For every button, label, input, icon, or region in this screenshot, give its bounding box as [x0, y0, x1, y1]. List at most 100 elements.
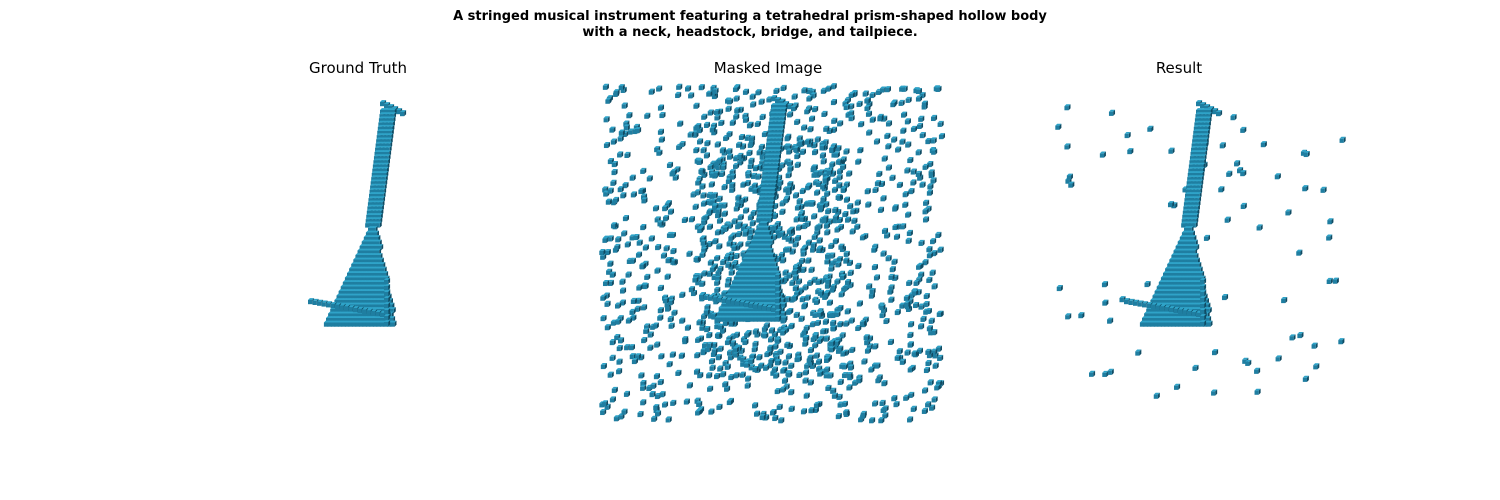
voxel-cube [787, 307, 794, 315]
voxel-cube [726, 240, 733, 247]
voxel-cube [646, 175, 653, 182]
voxel-cube [667, 208, 675, 215]
voxel-cube [724, 339, 732, 346]
voxel-cube [839, 332, 846, 339]
voxel-cube [785, 172, 792, 179]
voxel-cube [775, 315, 782, 322]
voxel-cube [856, 100, 863, 107]
voxel-cube [717, 365, 724, 372]
voxel-cube [896, 181, 903, 188]
voxel-cube [616, 345, 623, 352]
voxel-cube [871, 246, 878, 253]
voxel-cube [727, 153, 734, 160]
voxel-cube [611, 386, 618, 393]
voxel-cube [721, 184, 728, 191]
voxel-cube [756, 354, 763, 361]
voxel-cube [663, 245, 670, 252]
voxel-cube [774, 388, 781, 395]
voxel-cube [750, 209, 757, 217]
voxel-cube [742, 116, 750, 123]
voxel-cube [664, 273, 671, 280]
voxel-cube [802, 340, 809, 347]
voxel-cube [654, 410, 662, 417]
voxel-cube [928, 317, 935, 324]
voxel-cube [824, 229, 831, 236]
voxel-cube [626, 112, 633, 119]
voxel-cube [935, 345, 942, 352]
voxel-cube [635, 251, 643, 258]
voxel-cube [833, 151, 840, 158]
voxel-cube [1326, 277, 1333, 285]
voxel-cube [816, 246, 823, 254]
voxel-cube [830, 387, 837, 394]
voxel-cube [910, 179, 917, 186]
voxel-cube [666, 161, 674, 168]
voxel-cube [837, 345, 844, 352]
voxel-cube [846, 384, 853, 391]
voxel-cube [788, 323, 795, 330]
voxel-cube [629, 174, 636, 181]
voxel-cube [820, 328, 827, 335]
voxel-cube [930, 137, 937, 144]
voxel-cube [699, 280, 706, 287]
voxel-cube [1254, 388, 1261, 395]
voxel-cube [720, 371, 727, 378]
voxel-cube [726, 98, 734, 105]
voxel-cube [850, 208, 857, 215]
voxel-cube [889, 266, 896, 273]
voxel-cube [796, 371, 803, 378]
voxel-cube [751, 346, 758, 353]
voxel-cube [656, 149, 663, 156]
voxel-cube [788, 389, 795, 396]
voxel-cube [718, 170, 726, 177]
voxel-cube [817, 370, 824, 377]
voxel-cube [1065, 313, 1072, 320]
voxel-cube [830, 283, 837, 290]
voxel-cube [763, 322, 770, 329]
ground-truth-voxel-render [308, 100, 407, 327]
voxel-cube [740, 181, 747, 188]
voxel-cube [701, 246, 708, 254]
voxel-cube [623, 124, 630, 131]
voxel-cube [880, 250, 887, 257]
voxel-cube [807, 354, 814, 361]
voxel-cube [657, 104, 665, 111]
voxel-cube [795, 355, 802, 362]
voxel-cube [1285, 209, 1292, 216]
result-voxel-view [974, 80, 1384, 430]
voxel-cube [1289, 334, 1296, 341]
voxel-cube [718, 119, 725, 126]
voxel-cube [932, 362, 939, 369]
voxel-cube [902, 201, 909, 208]
voxel-cube [915, 87, 922, 95]
voxel-cube [855, 262, 862, 270]
voxel-cube [883, 317, 890, 325]
voxel-cube [874, 362, 881, 369]
voxel-cube [1203, 234, 1211, 241]
voxel-cube [657, 220, 664, 227]
voxel-cube [696, 319, 703, 326]
voxel-cube [864, 97, 871, 104]
voxel-cube [737, 152, 744, 160]
voxel-cube [878, 417, 885, 424]
voxel-cube [667, 315, 674, 323]
voxel-cube [656, 85, 663, 92]
voxel-cube [746, 122, 754, 129]
voxel-cube [926, 325, 933, 332]
voxel-cube [625, 271, 632, 278]
instrument-voxels [699, 95, 798, 322]
voxel-cube [877, 113, 884, 121]
result-title: Result [1155, 59, 1203, 77]
voxel-cube [698, 167, 705, 174]
voxel-cube [893, 401, 900, 408]
voxel-cube [662, 215, 670, 222]
voxel-cube [792, 269, 799, 276]
voxel-cube [745, 375, 752, 382]
voxel-cube [885, 164, 892, 171]
voxel-cube [722, 225, 729, 232]
voxel-cube [1311, 342, 1318, 349]
voxel-cube [879, 399, 886, 407]
voxel-cube [607, 371, 614, 378]
voxel-cube [881, 227, 889, 234]
voxel-cube [749, 220, 756, 227]
